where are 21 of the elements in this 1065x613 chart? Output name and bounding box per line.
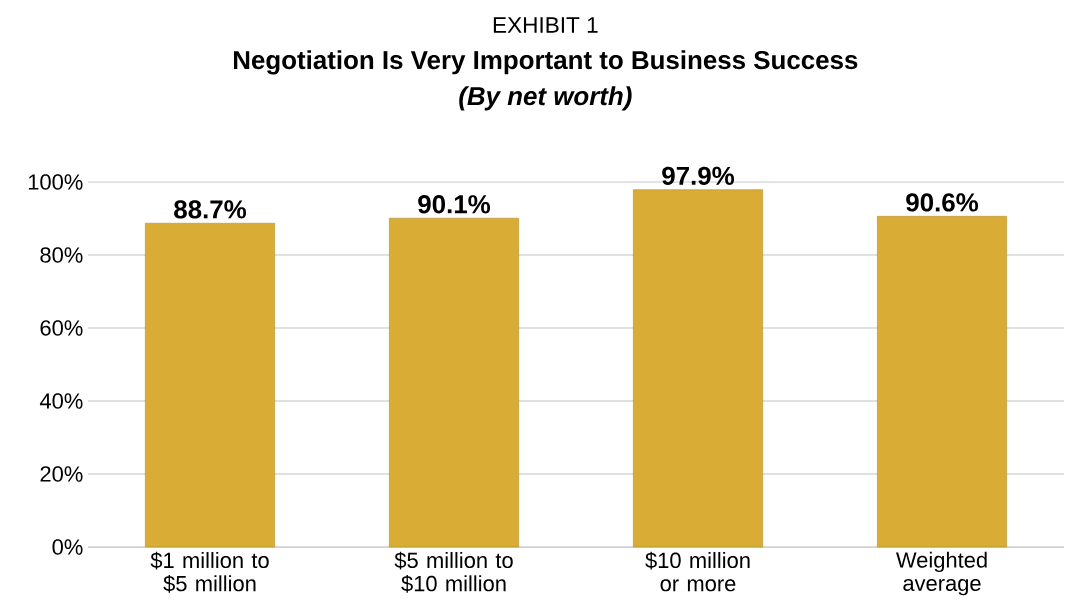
x-tick-label: Weighted average (896, 551, 987, 596)
y-tick-label: 100% (28, 174, 83, 190)
x-tick-label: $10 million or more (645, 551, 750, 592)
data-label: 90.6% (906, 193, 979, 212)
chart-subtitle: (By net worth) (459, 86, 632, 111)
y-tick-label: 40% (39, 393, 83, 409)
data-label: 90.1% (418, 195, 491, 214)
data-label: 88.7% (174, 200, 247, 219)
x-tick-label: $1 million to $5 million (150, 551, 269, 593)
data-label: 97.9% (662, 166, 735, 185)
bar (145, 222, 275, 548)
y-tick-label: 80% (40, 247, 83, 263)
bar (877, 216, 1007, 548)
y-tick-label: 60% (40, 320, 83, 336)
text: EXHIBIT 1 (493, 17, 598, 33)
bar (633, 189, 763, 548)
bar (389, 217, 519, 548)
y-tick-label: 0% (52, 539, 83, 555)
chart-title: Negotiation Is Very Important to Business Success (233, 50, 858, 75)
y-tick-label: 20% (40, 466, 83, 482)
x-tick-label: $5 million to $10 million (394, 551, 513, 593)
